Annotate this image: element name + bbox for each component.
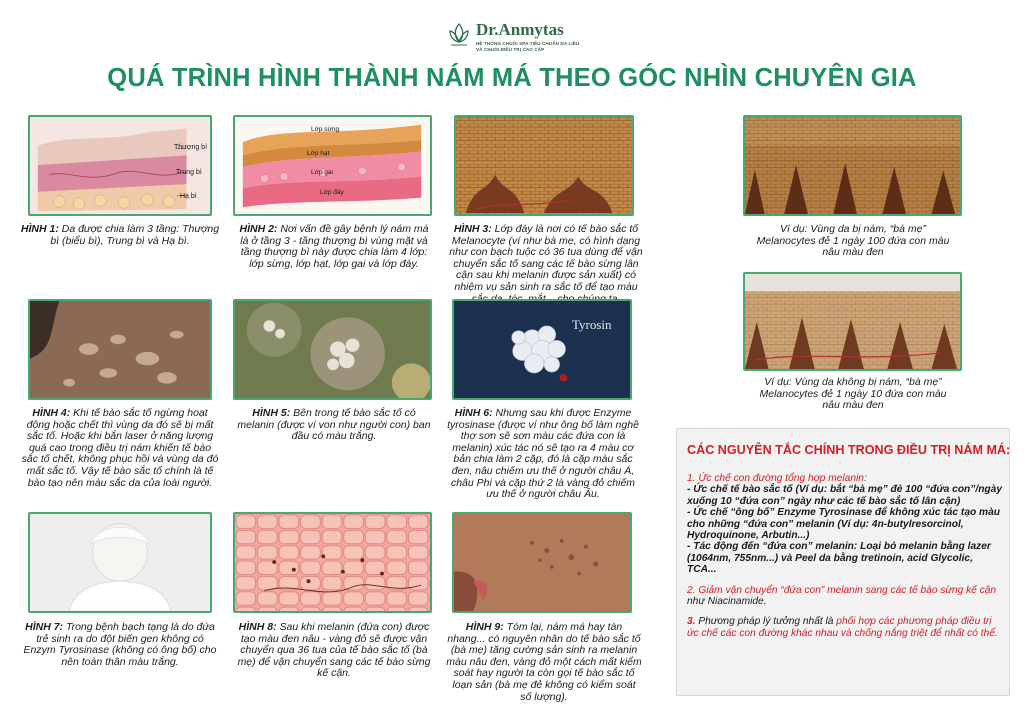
layer-label: Thượng bì: [174, 144, 208, 151]
figure-9-image: [452, 512, 632, 613]
example-1-caption: Ví dụ: Vùng da bị nám, “bà mẹ” Melanocyt…: [756, 223, 950, 259]
principle-1-item: - Tác động đến “đứa con” melanin: Loại b…: [687, 541, 991, 576]
figure-6-image: Tyrosin: [452, 299, 632, 400]
figure-5-caption: HÌNH 5: Bên trong tế bào sắc tố có melan…: [237, 407, 431, 443]
figure-5-image: [233, 299, 432, 400]
lotus-logo-icon: [449, 22, 469, 46]
layer-label: Trung bì: [176, 169, 202, 176]
tyrosin-label: Tyrosin: [572, 317, 612, 332]
principles-title: CÁC NGUYÊN TẮC CHÍNH TRONG ĐIỀU TRỊ NÁM …: [687, 443, 1011, 457]
principles-body: 1. Ức chế con đường tổng hợp melanin: - …: [687, 473, 1005, 648]
example-1-image: [743, 115, 962, 216]
brand-logo: Dr.Anmytas HỆ THỐNG CHUỖI SPA TIÊU CHUẨN…: [448, 20, 580, 60]
layer-label: Lớp hạt: [307, 150, 330, 157]
figure-2-caption: HÌNH 2: Nơi vấn đề gây bệnh lý nám má là…: [239, 223, 429, 270]
treatment-principles-box: CÁC NGUYÊN TẮC CHÍNH TRONG ĐIỀU TRỊ NÁM …: [676, 428, 1010, 696]
principle-2-heading: 2. Giảm vận chuyển “đứa con” melanin san…: [687, 584, 997, 596]
principle-2: 2. Giảm vận chuyển “đứa con” melanin san…: [687, 584, 997, 608]
principle-1-item: - Ức chế “ông bố” Enzyme Tyrosinase để k…: [687, 507, 1000, 542]
principle-1-heading: 1. Ức chế con đường tổng hợp melanin:: [687, 473, 867, 484]
figure-9-caption: HÌNH 9: Tóm lại, nám má hay tàn nhang...…: [446, 621, 642, 703]
brand-tagline: HỆ THỐNG CHUỖI SPA TIÊU CHUẨN DA LIỄU: [476, 41, 580, 46]
figure-4-image: [28, 299, 212, 400]
figure-1-caption: HÌNH 1: Da được chia làm 3 tầng: Thượng …: [20, 223, 220, 247]
figure-4-caption: HÌNH 4: Khi tế bào sắc tố ngừng hoạt độn…: [21, 407, 219, 489]
brand-name: Dr.Anmytas: [476, 20, 564, 39]
example-2-caption: Ví dụ: Vùng da không bị nám, “bà mẹ” Mel…: [759, 376, 947, 412]
figure-7-caption: HÌNH 7: Trong bệnh bạch tạng là do đứa t…: [23, 621, 217, 668]
figure-2-image: Lớp sừng Lớp hạt Lớp gai Lớp đáy: [233, 115, 432, 216]
example-2-image: [743, 272, 962, 371]
figure-6-caption: HÌNH 6: Nhưng sau khi được Enzyme tyrosi…: [447, 407, 639, 501]
figure-8-caption: HÌNH 8: Sau khi melanin (đứa con) được t…: [237, 621, 431, 680]
figure-7-image: [28, 512, 212, 613]
page-title: QUÁ TRÌNH HÌNH THÀNH NÁM MÁ THEO GÓC NHÌ…: [107, 64, 917, 92]
layer-label: Hạ bì: [180, 193, 197, 200]
figure-3-image: [454, 115, 634, 216]
brand-tagline-2: VÀ CHUỖI ĐIỀU TRỊ CAO CẤP: [476, 47, 545, 52]
figure-1-image: Thượng bì Trung bì Hạ bì: [28, 115, 212, 216]
principle-3-highlight: phối hợp các phương pháp điều trị ức chế…: [687, 616, 998, 639]
principle-1: 1. Ức chế con đường tổng hợp melanin: - …: [687, 473, 1005, 576]
layer-label: Lớp đáy: [320, 189, 344, 196]
figure-8-image: [233, 512, 432, 613]
layer-label: Lớp sừng: [311, 126, 340, 133]
principle-1-item: - Ức chế tế bào sắc tố (Ví dụ: bắt “bà m…: [687, 484, 1002, 507]
layer-label: Lớp gai: [311, 169, 333, 176]
principle-3: 3. Phương pháp lý tưởng nhất là phối hợp…: [687, 616, 998, 639]
figure-3-caption: HÌNH 3: Lớp đáy là nơi có tế bào sắc tố …: [449, 223, 643, 305]
